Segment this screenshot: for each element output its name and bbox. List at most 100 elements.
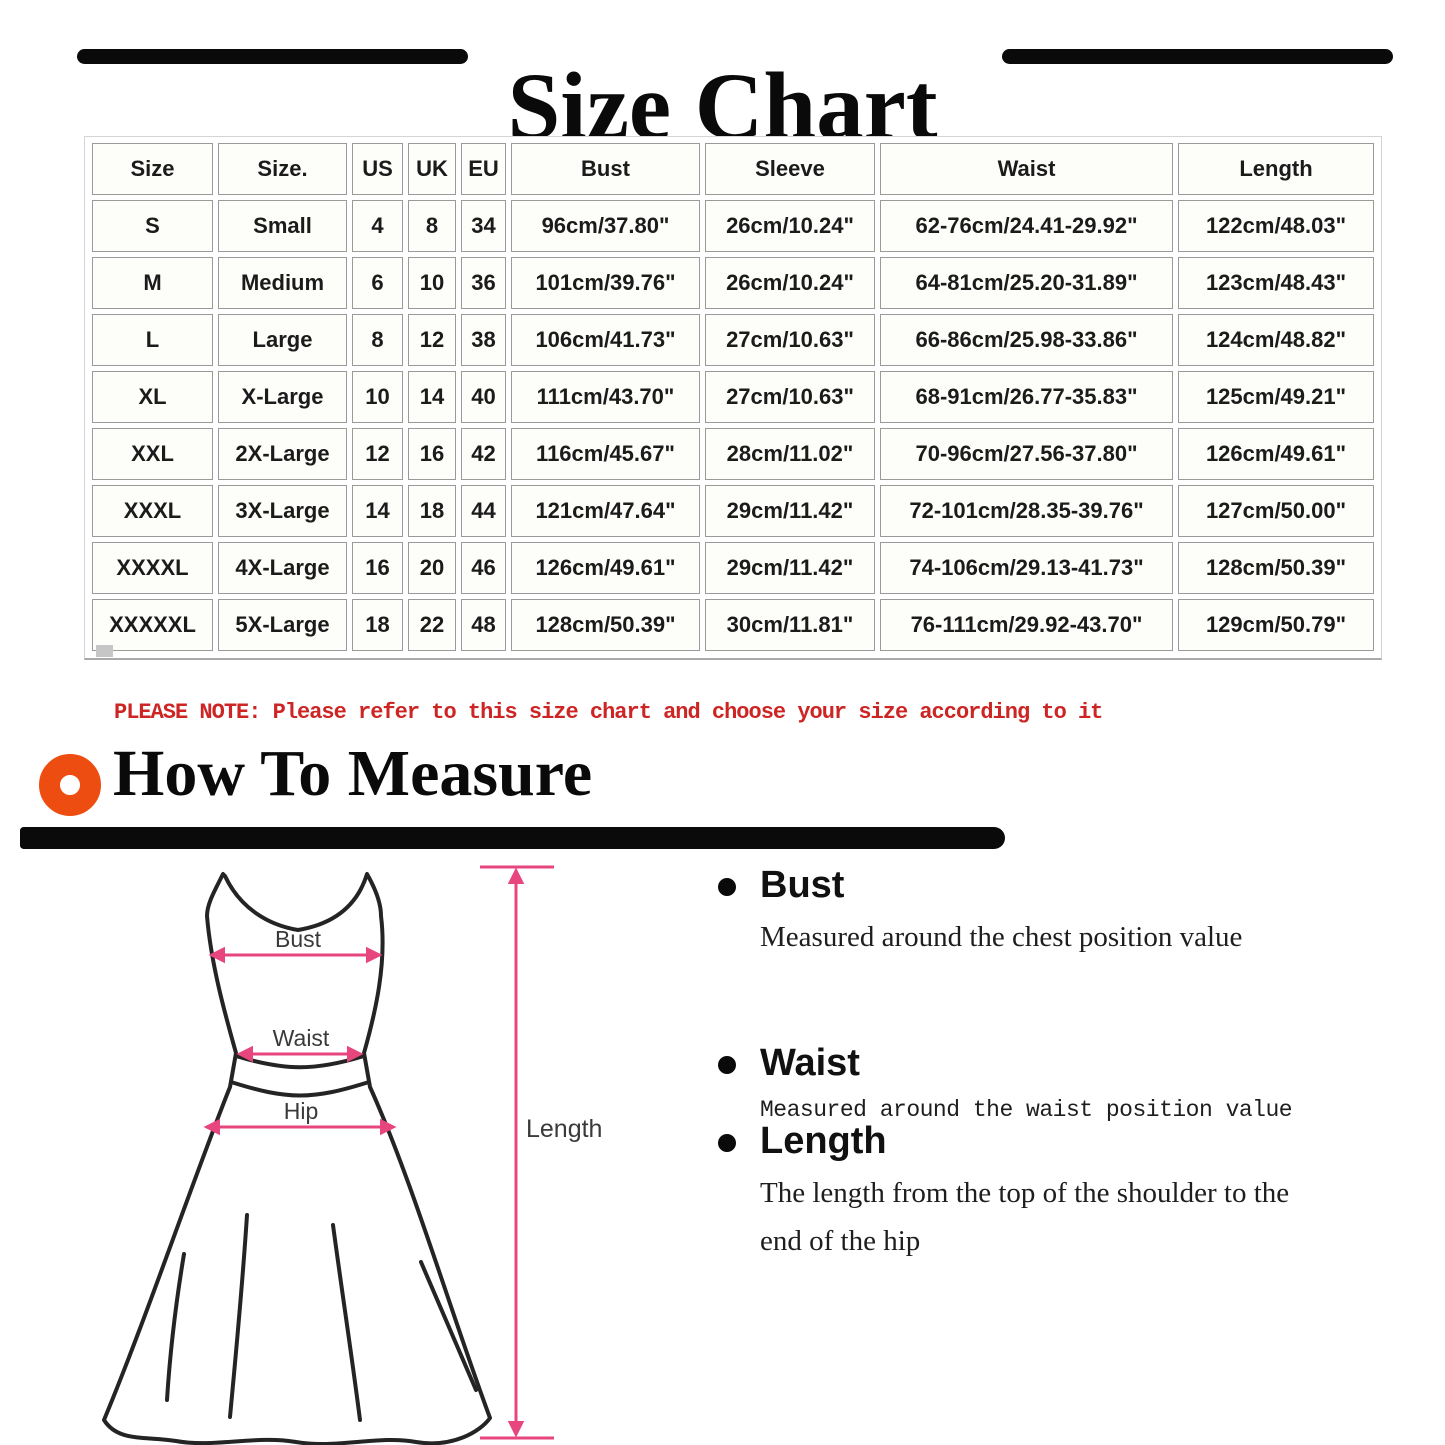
measure-section-title: How To Measure bbox=[113, 737, 593, 810]
dress-outline bbox=[102, 872, 492, 1445]
measure-term: Length bbox=[760, 1120, 887, 1162]
table-cell: 18 bbox=[352, 599, 403, 651]
table-cell: 128cm/50.39" bbox=[1178, 542, 1374, 594]
table-cell: 70-96cm/27.56-37.80" bbox=[880, 428, 1173, 480]
table-cell: 5X-Large bbox=[218, 599, 347, 651]
size-chart-table: Size Size. US UK EU Bust Sleeve Waist Length S Sm… bbox=[87, 138, 1379, 656]
table-cell: 121cm/47.64" bbox=[511, 485, 700, 537]
table-cell: 10 bbox=[408, 257, 456, 309]
table-cell: 12 bbox=[408, 314, 456, 366]
table-cell: 116cm/45.67" bbox=[511, 428, 700, 480]
table-cell: 74-106cm/29.13-41.73" bbox=[880, 542, 1173, 594]
table-row: S Small 4 8 34 96cm/37.80" 26cm/10.24" 62-76cm/… bbox=[92, 200, 1374, 252]
measure-item: Length The length from the top of the sho… bbox=[718, 1120, 1378, 1265]
table-cell: 48 bbox=[461, 599, 506, 651]
table-cell: XXXL bbox=[92, 485, 213, 537]
table-header-cell: Size bbox=[92, 143, 213, 195]
table-cell: 29cm/11.42" bbox=[705, 485, 875, 537]
table-row: XXXXXL 5X-Large 18 22 48 128cm/50.39" 30cm/11.… bbox=[92, 599, 1374, 651]
table-header-cell: Waist bbox=[880, 143, 1173, 195]
table-row: XL X-Large 10 14 40 111cm/43.70" 27cm/10.63" 68… bbox=[92, 371, 1374, 423]
table-row: XXXXL 4X-Large 16 20 46 126cm/49.61" 29cm/11.4… bbox=[92, 542, 1374, 594]
table-row: XXL 2X-Large 12 16 42 116cm/45.67" 28cm/11.02"… bbox=[92, 428, 1374, 480]
table-header-cell: Sleeve bbox=[705, 143, 875, 195]
table-cell: 126cm/49.61" bbox=[1178, 428, 1374, 480]
hip-label: Hip bbox=[284, 1098, 319, 1124]
measure-term: Waist bbox=[760, 1042, 860, 1084]
table-cell: XL bbox=[92, 371, 213, 423]
measure-title-underline bbox=[20, 827, 1005, 849]
table-cell: 26cm/10.24" bbox=[705, 200, 875, 252]
table-cell: 30cm/11.81" bbox=[705, 599, 875, 651]
table-header-cell: UK bbox=[408, 143, 456, 195]
table-cell: 34 bbox=[461, 200, 506, 252]
table-cell: 36 bbox=[461, 257, 506, 309]
size-note: PLEASE NOTE: Please refer to this size c… bbox=[114, 700, 1103, 725]
scrollbar-nub bbox=[96, 645, 113, 657]
table-cell: 42 bbox=[461, 428, 506, 480]
table-cell: 2X-Large bbox=[218, 428, 347, 480]
table-header-cell: Bust bbox=[511, 143, 700, 195]
table-cell: 129cm/50.79" bbox=[1178, 599, 1374, 651]
bust-label: Bust bbox=[275, 926, 322, 952]
measure-term: Bust bbox=[760, 864, 845, 906]
table-cell: X-Large bbox=[218, 371, 347, 423]
table-cell: 46 bbox=[461, 542, 506, 594]
table-header-row: Size Size. US UK EU Bust Sleeve Waist Length bbox=[92, 143, 1374, 195]
table-cell: 27cm/10.63" bbox=[705, 314, 875, 366]
table-cell: 20 bbox=[408, 542, 456, 594]
table-cell: 40 bbox=[461, 371, 506, 423]
table-cell: 3X-Large bbox=[218, 485, 347, 537]
table-cell: 62-76cm/24.41-29.92" bbox=[880, 200, 1173, 252]
table-cell: 26cm/10.24" bbox=[705, 257, 875, 309]
table-cell: Large bbox=[218, 314, 347, 366]
measure-item: Waist Measured around the waist position … bbox=[718, 1042, 1378, 1128]
table-cell: 122cm/48.03" bbox=[1178, 200, 1374, 252]
table-cell: XXXXXL bbox=[92, 599, 213, 651]
table-cell: 28cm/11.02" bbox=[705, 428, 875, 480]
table-cell: XXL bbox=[92, 428, 213, 480]
table-cell: 16 bbox=[408, 428, 456, 480]
table-cell: M bbox=[92, 257, 213, 309]
table-cell: 128cm/50.39" bbox=[511, 599, 700, 651]
table-row: XXXL 3X-Large 14 18 44 121cm/47.64" 29cm/11.42… bbox=[92, 485, 1374, 537]
table-cell: 76-111cm/29.92-43.70" bbox=[880, 599, 1173, 651]
table-cell: 72-101cm/28.35-39.76" bbox=[880, 485, 1173, 537]
table-header-cell: US bbox=[352, 143, 403, 195]
title-rule-right bbox=[1002, 49, 1393, 64]
table-cell: 14 bbox=[352, 485, 403, 537]
table-cell: Medium bbox=[218, 257, 347, 309]
table-cell: 22 bbox=[408, 599, 456, 651]
table-cell: 125cm/49.21" bbox=[1178, 371, 1374, 423]
dress-measurement-diagram: Bust Waist Hip Length bbox=[102, 865, 602, 1445]
length-label: Length bbox=[526, 1115, 602, 1143]
table-cell: 29cm/11.42" bbox=[705, 542, 875, 594]
bullet-ring-icon bbox=[39, 754, 101, 816]
table-row: L Large 8 12 38 106cm/41.73" 27cm/10.63" 66-86c… bbox=[92, 314, 1374, 366]
table-cell: 12 bbox=[352, 428, 403, 480]
table-cell: 18 bbox=[408, 485, 456, 537]
table-header-cell: Size. bbox=[218, 143, 347, 195]
waist-label: Waist bbox=[273, 1025, 330, 1051]
measure-description: Measured around the waist position value bbox=[760, 1096, 1293, 1123]
table-cell: 68-91cm/26.77-35.83" bbox=[880, 371, 1173, 423]
measure-description: Measured around the chest position value bbox=[760, 920, 1243, 953]
table-cell: 101cm/39.76" bbox=[511, 257, 700, 309]
size-table-container: Size Size. US UK EU Bust Sleeve Waist Length S Sm… bbox=[84, 136, 1382, 660]
table-cell: 8 bbox=[408, 200, 456, 252]
title-rule-left bbox=[77, 49, 468, 64]
table-cell: 126cm/49.61" bbox=[511, 542, 700, 594]
table-cell: 106cm/41.73" bbox=[511, 314, 700, 366]
table-header-cell: EU bbox=[461, 143, 506, 195]
table-cell: Small bbox=[218, 200, 347, 252]
table-cell: L bbox=[92, 314, 213, 366]
measure-item: Bust Measured around the chest position v… bbox=[718, 864, 1378, 962]
table-cell: 127cm/50.00" bbox=[1178, 485, 1374, 537]
table-cell: 16 bbox=[352, 542, 403, 594]
table-cell: 14 bbox=[408, 371, 456, 423]
bullet-dot-icon bbox=[718, 1056, 736, 1074]
table-cell: 44 bbox=[461, 485, 506, 537]
table-cell: 38 bbox=[461, 314, 506, 366]
measurement-arrows bbox=[203, 865, 554, 1440]
table-cell: 111cm/43.70" bbox=[511, 371, 700, 423]
